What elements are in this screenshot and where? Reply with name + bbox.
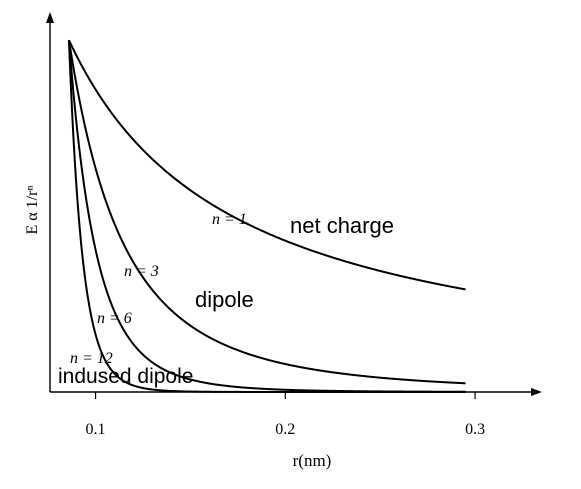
y-axis-title: E α 1/rⁿ: [24, 186, 41, 235]
curves: [67, 39, 466, 393]
curve-n-1: [68, 39, 466, 291]
series-label-n-3: n = 3: [124, 263, 159, 280]
curve-n-6: [67, 40, 466, 393]
annotation-2: dipole: [195, 287, 254, 312]
series-label-n-6: n = 6: [97, 310, 132, 327]
curve-n-3: [67, 39, 466, 385]
y-axis-arrowhead: [46, 12, 54, 23]
series-label-n-12: n = 12: [70, 350, 113, 367]
labels: n = 1 n = 3 n = 6 n = 12 net charge dipole ind…: [58, 211, 394, 388]
x-axis-title: r(nm): [293, 451, 332, 470]
x-tick-label-2: 0.2: [275, 421, 295, 438]
annotation-1: net charge: [290, 213, 394, 238]
annotation-3: indused dipole: [58, 365, 193, 388]
x-ticks: 0.1 0.2 0.3: [86, 392, 485, 438]
curve-n-12: [67, 40, 466, 393]
x-tick-label-3: 0.3: [465, 421, 485, 438]
x-tick-label-1: 0.1: [86, 421, 106, 438]
x-axis-arrowhead: [531, 388, 542, 396]
series-label-n-1: n = 1: [212, 211, 247, 228]
